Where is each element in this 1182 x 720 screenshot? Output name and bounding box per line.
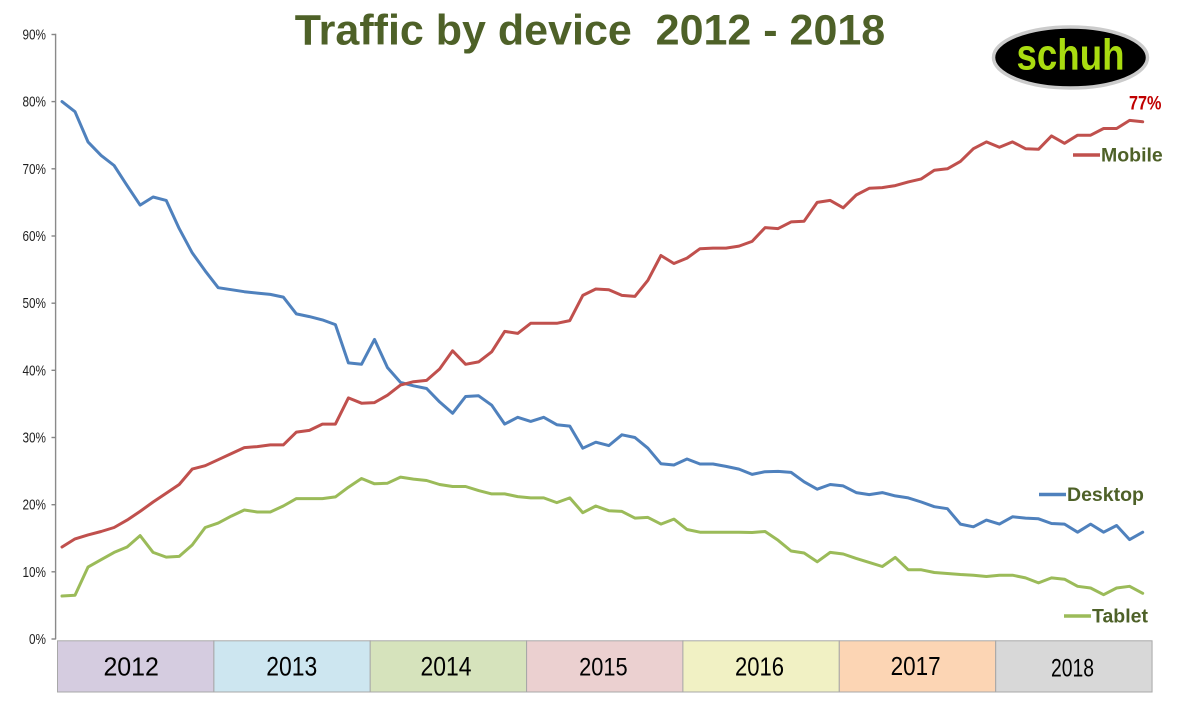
svg-text:40%: 40% [23, 363, 47, 379]
svg-text:2018: 2018 [1051, 655, 1094, 683]
svg-text:schuh: schuh [1017, 31, 1125, 80]
svg-text:30%: 30% [23, 431, 47, 447]
svg-text:10%: 10% [23, 565, 47, 581]
svg-text:2016: 2016 [735, 652, 784, 682]
svg-text:70%: 70% [23, 162, 47, 178]
svg-text:Mobile: Mobile [1101, 145, 1163, 167]
svg-text:77%: 77% [1129, 93, 1162, 115]
svg-text:0%: 0% [29, 632, 46, 648]
svg-text:2012: 2012 [103, 652, 159, 682]
svg-text:2014: 2014 [421, 652, 472, 682]
svg-text:Traffic by device 2012 - 2018: Traffic by device 2012 - 2018 [295, 7, 885, 55]
svg-text:90%: 90% [23, 28, 47, 44]
svg-text:2015: 2015 [579, 655, 628, 682]
svg-text:Tablet: Tablet [1092, 606, 1148, 628]
svg-text:60%: 60% [23, 229, 47, 245]
svg-text:2017: 2017 [891, 651, 941, 681]
svg-text:Desktop: Desktop [1067, 484, 1144, 506]
svg-text:2013: 2013 [266, 652, 317, 682]
svg-text:80%: 80% [23, 95, 47, 111]
svg-text:50%: 50% [23, 296, 47, 312]
svg-text:20%: 20% [23, 498, 47, 514]
